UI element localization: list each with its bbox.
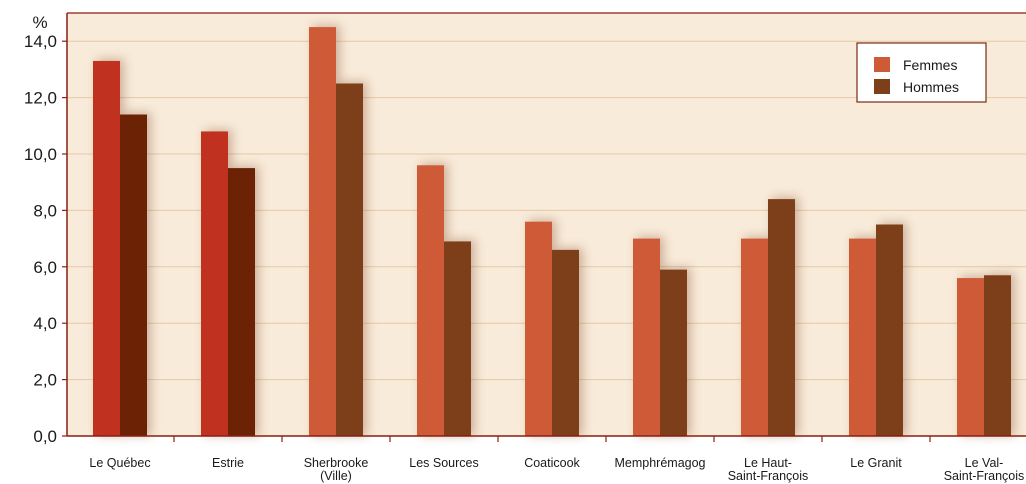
x-category-label: Sherbrooke (Ville)	[304, 456, 369, 483]
bar-femmes	[309, 27, 336, 436]
y-tick-labels: 0,0 2,0 4,0 6,0 8,0 10,0 12,0 14,0	[24, 32, 57, 446]
bars	[93, 27, 1011, 437]
y-axis-unit-label: %	[32, 13, 47, 32]
legend-label-hommes: Hommes	[903, 79, 959, 95]
y-tick-label: 2,0	[33, 371, 57, 390]
y-tick-label: 4,0	[33, 314, 57, 333]
x-category-label: Coaticook	[524, 456, 580, 470]
bar-femmes	[849, 238, 876, 436]
y-tick-label: 6,0	[33, 258, 57, 277]
bar-femmes	[957, 278, 984, 436]
bar-femmes	[741, 238, 768, 436]
bar-hommes	[768, 199, 795, 436]
x-category-label: Les Sources	[409, 456, 478, 470]
bar-hommes	[120, 114, 147, 437]
bar-hommes	[984, 275, 1011, 436]
x-category-label: Memphrémagog	[614, 456, 705, 470]
y-tick-label: 10,0	[24, 145, 57, 164]
legend: Femmes Hommes	[856, 42, 987, 103]
x-category-label: Le Québec	[89, 456, 150, 470]
bar-hommes	[336, 83, 363, 436]
bar-femmes	[525, 221, 552, 436]
y-tick-label: 0,0	[33, 427, 57, 446]
legend-swatch-femmes	[874, 57, 890, 72]
x-category-label: Le Haut-Saint-François	[728, 456, 809, 483]
y-tick-label: 14,0	[24, 32, 57, 51]
axes	[66, 12, 1026, 442]
bar-femmes	[417, 165, 444, 436]
x-category-label: Estrie	[212, 456, 244, 470]
bar-femmes	[201, 131, 228, 436]
bar-hommes	[876, 224, 903, 436]
bar-hommes	[660, 269, 687, 436]
y-tick-label: 8,0	[33, 201, 57, 220]
bar-femmes	[633, 238, 660, 436]
legend-label-femmes: Femmes	[903, 57, 957, 73]
bar-hommes	[228, 168, 255, 436]
x-category-labels: Le Québec Estrie Sherbrooke (Ville) Les Sour…	[89, 456, 1024, 483]
x-category-label: Le Granit	[850, 456, 902, 470]
bar-hommes	[444, 241, 471, 436]
x-category-label: Le Val-Saint-François	[944, 456, 1025, 483]
bar-femmes	[93, 60, 120, 436]
y-tick-label: 12,0	[24, 89, 57, 108]
legend-swatch-hommes	[874, 79, 890, 94]
bar-hommes	[552, 249, 579, 436]
